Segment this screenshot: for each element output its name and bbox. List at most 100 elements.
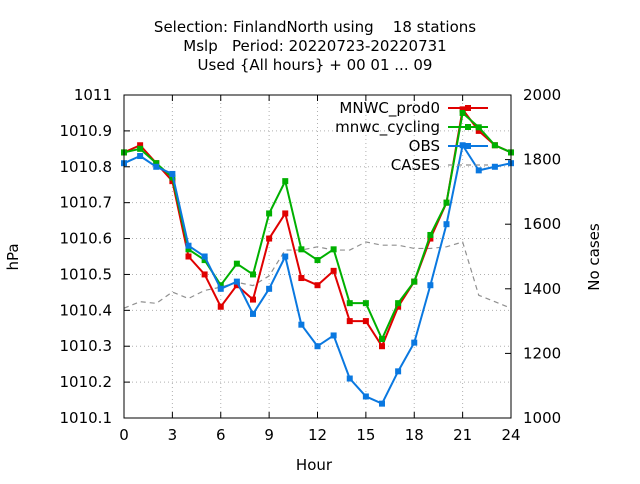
data-point bbox=[314, 282, 321, 289]
data-point bbox=[169, 170, 176, 177]
data-point bbox=[217, 285, 224, 292]
data-point bbox=[250, 271, 256, 278]
y2-tick-label: 1800 bbox=[523, 151, 561, 169]
data-point bbox=[427, 231, 434, 238]
y-tick-label: 1010.7 bbox=[60, 194, 113, 212]
y2-tick-label: 1000 bbox=[523, 409, 561, 427]
data-point bbox=[427, 235, 434, 242]
data-point bbox=[137, 153, 144, 160]
data-point bbox=[233, 260, 240, 267]
data-point bbox=[298, 321, 305, 328]
y-tick-label: 1010.9 bbox=[60, 122, 113, 140]
data-point bbox=[379, 343, 385, 350]
y-tick-label: 1010.1 bbox=[60, 409, 113, 427]
data-point bbox=[411, 278, 418, 285]
series-obs bbox=[121, 142, 514, 407]
data-point bbox=[250, 310, 256, 317]
data-point bbox=[266, 235, 273, 242]
data-point bbox=[217, 282, 224, 289]
data-point bbox=[185, 246, 192, 253]
x-tick-label: 6 bbox=[216, 426, 226, 444]
data-point bbox=[153, 160, 160, 167]
legend-label-mnwc-cycling: mnwc_cycling bbox=[335, 118, 440, 137]
data-point bbox=[362, 300, 369, 307]
data-point bbox=[411, 339, 418, 346]
x-tick-label: 9 bbox=[264, 426, 274, 444]
legend-label-mnwc-prod0: MNWC_prod0 bbox=[339, 99, 440, 118]
data-point bbox=[395, 368, 402, 375]
data-point bbox=[491, 142, 498, 149]
data-point bbox=[153, 163, 160, 170]
x-tick-label: 24 bbox=[501, 426, 520, 444]
data-point bbox=[298, 246, 305, 253]
legend-label-cases: CASES bbox=[391, 156, 440, 174]
data-point bbox=[362, 318, 369, 325]
data-point bbox=[346, 300, 353, 307]
legend-label-obs: OBS bbox=[409, 137, 440, 155]
data-point bbox=[298, 275, 305, 282]
data-point bbox=[379, 336, 385, 343]
data-point bbox=[330, 267, 337, 274]
title-line-3: Used {All hours} + 00 01 ... 09 bbox=[198, 56, 433, 74]
x-tick-label: 18 bbox=[405, 426, 424, 444]
chart-title: Selection: FinlandNorth using 18 station… bbox=[154, 18, 476, 74]
data-point bbox=[233, 278, 240, 285]
y2-tick-label: 1400 bbox=[523, 280, 561, 298]
data-point bbox=[282, 210, 289, 217]
y-tick-label: 1010.5 bbox=[60, 265, 113, 283]
y2-tick-label: 2000 bbox=[523, 86, 561, 104]
data-point bbox=[491, 163, 498, 170]
legend-marker-obs bbox=[465, 143, 471, 149]
data-point bbox=[330, 246, 337, 253]
data-point bbox=[475, 127, 482, 134]
x-axis-label: Hour bbox=[296, 456, 333, 474]
data-point bbox=[427, 282, 434, 289]
data-point bbox=[314, 343, 321, 350]
axes: 0 3 6 9 12 15 18 21 24 1011 1010.9 1010.8 1010.7 1010… bbox=[60, 86, 562, 444]
x-tick-label: 15 bbox=[356, 426, 375, 444]
data-point bbox=[137, 145, 144, 152]
data-point bbox=[185, 242, 192, 249]
data-point bbox=[282, 178, 289, 185]
data-point bbox=[443, 221, 450, 228]
x-tick-label: 21 bbox=[453, 426, 472, 444]
data-point bbox=[137, 142, 144, 149]
data-point bbox=[443, 199, 450, 206]
x-tick-label: 0 bbox=[119, 426, 129, 444]
data-point bbox=[282, 253, 289, 260]
y-axis-label: hPa bbox=[4, 243, 22, 270]
data-point bbox=[201, 257, 208, 264]
data-point bbox=[395, 303, 402, 310]
title-line-2: Mslp Period: 20220723-20220731 bbox=[183, 37, 446, 55]
data-point bbox=[217, 303, 224, 310]
y-tick-label: 1010.2 bbox=[60, 373, 113, 391]
grid-lines bbox=[124, 95, 511, 418]
title-line-1: Selection: FinlandNorth using 18 station… bbox=[154, 18, 476, 36]
data-point bbox=[395, 300, 402, 307]
y2-tick-label: 1200 bbox=[523, 344, 561, 362]
y2-axis-label: No cases bbox=[585, 223, 603, 291]
data-point bbox=[330, 332, 337, 339]
data-point bbox=[459, 109, 466, 116]
data-point bbox=[250, 296, 256, 303]
y-tick-label: 1010.8 bbox=[60, 158, 113, 176]
data-point bbox=[475, 167, 482, 174]
data-point bbox=[346, 318, 353, 325]
y-tick-label: 1010.4 bbox=[60, 301, 113, 319]
data-point bbox=[266, 210, 273, 217]
data-point bbox=[185, 253, 192, 260]
data-point bbox=[459, 106, 466, 113]
data-point bbox=[379, 400, 385, 407]
data-point bbox=[266, 285, 273, 292]
x-tick-label: 12 bbox=[308, 426, 327, 444]
y-tick-label: 1010.6 bbox=[60, 230, 113, 248]
legend-marker-mnwc-prod0 bbox=[465, 105, 471, 111]
data-point bbox=[201, 271, 208, 278]
legend-marker-mnwc-cycling bbox=[465, 124, 471, 130]
y2-tick-label: 1600 bbox=[523, 215, 561, 233]
data-point bbox=[201, 253, 208, 260]
data-point bbox=[362, 393, 369, 400]
